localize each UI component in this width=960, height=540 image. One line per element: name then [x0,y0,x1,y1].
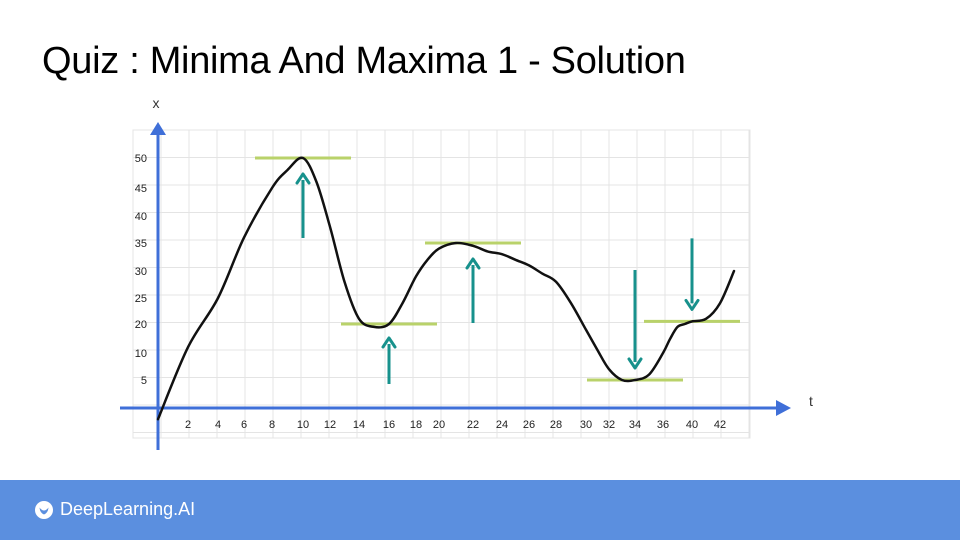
slide-title: Quiz : Minima And Maxima 1 - Solution [42,40,686,82]
x-tick-label: 4 [215,419,221,431]
x-tick-label: 6 [241,419,247,431]
y-tick-label: 40 [135,211,147,223]
y-tick-label: 20 [135,319,147,331]
chart-axes: xt [120,95,813,450]
y-tick-label: 45 [135,183,147,195]
data-series-line [156,156,736,421]
x-tick-label: 14 [353,419,365,431]
minima-maxima-chart: xt 2 4 6 8 10 12 14 16 18 20 22 24 26 28 30 32 34 36 40 425… [120,95,813,450]
y-tick-label: 35 [135,238,147,250]
x-tick-label: 30 [580,419,592,431]
x-tick-label: 42 [714,419,726,431]
arrow-head-min [381,336,397,349]
y-tick-label: 25 [135,293,147,305]
y-tick-label: 5 [141,375,147,387]
brand-logo: DeepLearning.AI [34,499,195,520]
x-axis-arrowhead [776,400,791,416]
x-tick-label: 36 [657,419,669,431]
x-tick-label: 24 [496,419,508,431]
arrow-head-min [627,357,643,370]
arrow-head-inflection [684,298,700,311]
brand-name: DeepLearning.AI [60,499,196,519]
y-tick-label: 50 [135,153,147,165]
x-tick-label: 18 [410,419,422,431]
x-tick-label: 22 [467,419,479,431]
x-tick-label: 32 [603,419,615,431]
x-tick-label: 28 [550,419,562,431]
x-tick-label: 20 [433,419,445,431]
x-tick-label: 2 [185,419,191,431]
x-tick-label: 8 [269,419,275,431]
footer-bar: DeepLearning.AI [0,480,960,540]
x-tick-label: 16 [383,419,395,431]
deeplearning-logo-icon [35,500,53,519]
y-tick-label: 30 [135,266,147,278]
x-tick-label: 34 [629,419,641,431]
x-tick-label: 10 [297,419,309,431]
chart-grid [132,129,751,439]
x-tick-label: 40 [686,419,698,431]
y-axis-label: x [153,95,160,111]
y-axis-arrowhead [150,122,166,135]
x-axis-label: t [809,393,813,409]
tick-labels: 2 4 6 8 10 12 14 16 18 20 22 24 26 28 30 32 34 36 40 425102… [135,153,726,431]
x-tick-label: 12 [324,419,336,431]
y-tick-label: 10 [135,348,147,360]
curve-layer [156,156,736,421]
arrow-head-max [295,172,311,185]
extremum-arrows [295,172,700,384]
x-tick-label: 26 [523,419,535,431]
arrow-head-max [465,257,481,270]
